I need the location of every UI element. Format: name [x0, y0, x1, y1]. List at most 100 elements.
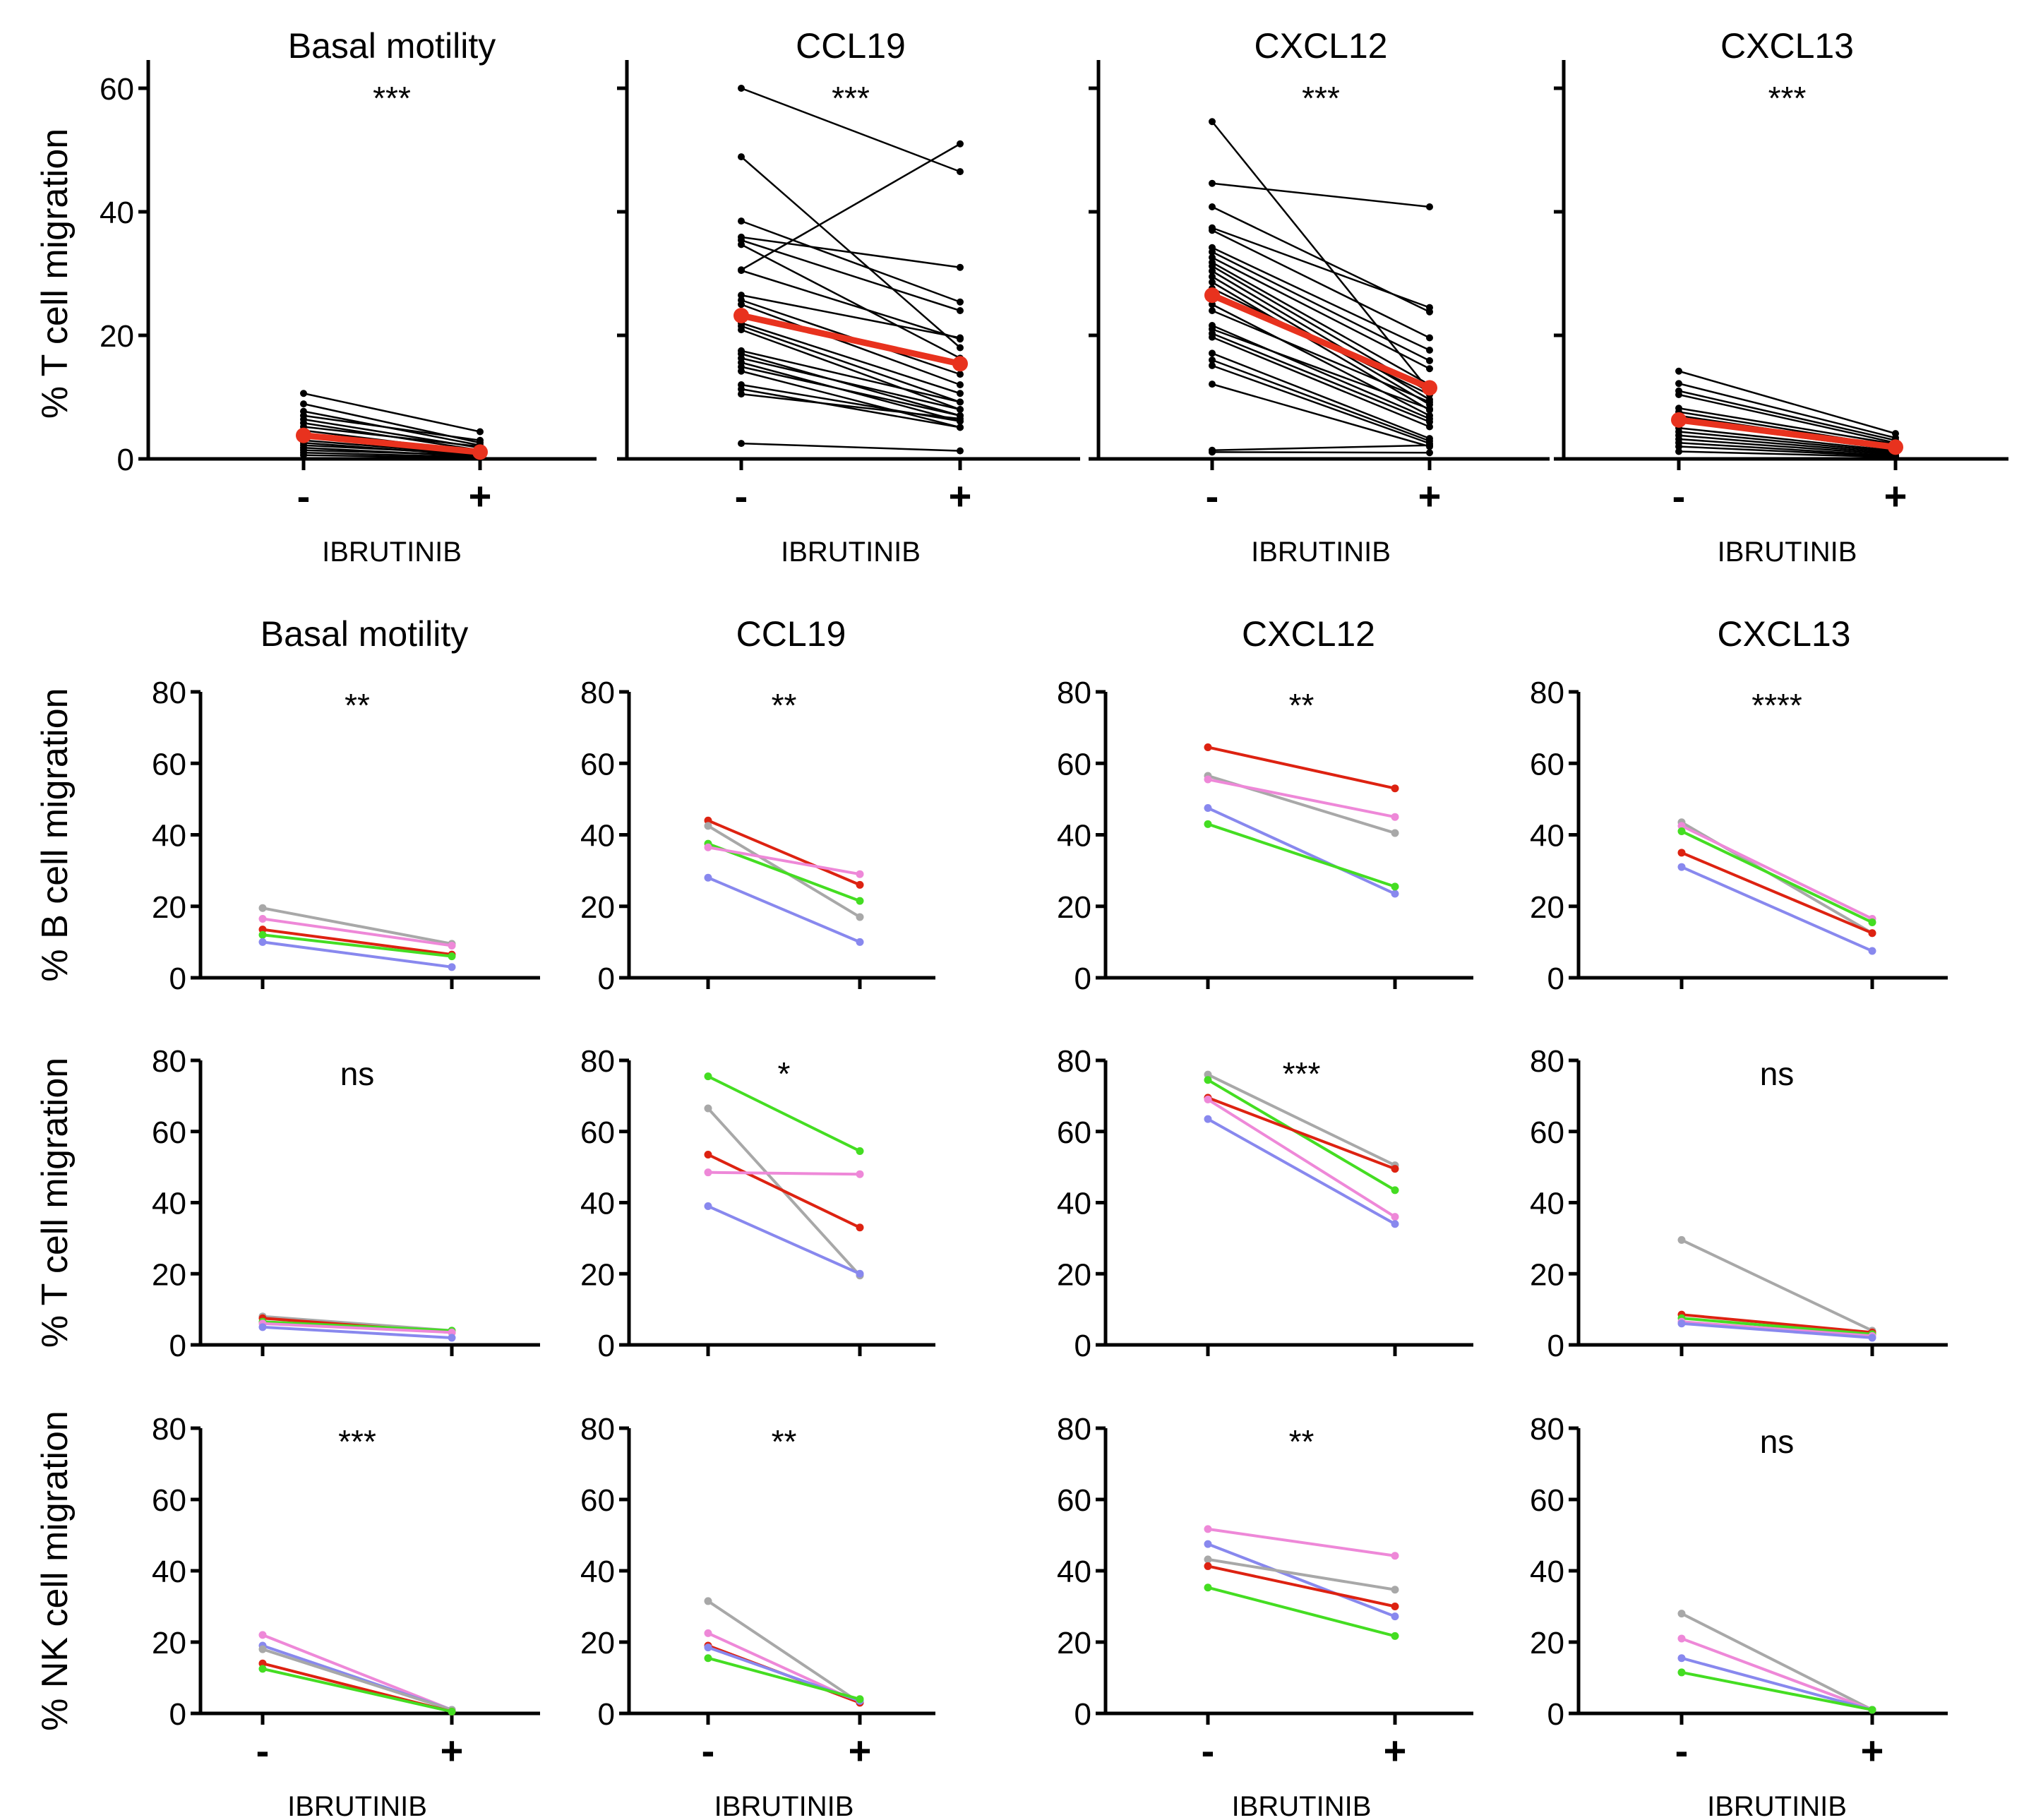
data-point: [258, 1631, 267, 1639]
data-point: [300, 400, 307, 408]
series-line: [1207, 1073, 1396, 1167]
y-tick-label: 80: [152, 1044, 186, 1079]
series-line: [1211, 333, 1430, 423]
x-axis-label: IBRUTINIB: [322, 537, 462, 568]
series-red: [704, 816, 864, 889]
series-line: [1681, 1637, 1873, 1711]
series-blue: [1677, 863, 1876, 955]
data-point: [1209, 118, 1216, 126]
series-line: [262, 1648, 453, 1711]
significance-label: **: [1289, 1423, 1315, 1460]
data-point: [1204, 820, 1212, 828]
y-tick-label: 20: [152, 890, 186, 925]
series-line: [1681, 866, 1873, 952]
series-line: [1211, 444, 1430, 451]
data-point: [957, 406, 964, 413]
data-point: [258, 930, 267, 939]
data-point: [856, 1223, 864, 1232]
series-line: [1206, 1078, 1396, 1192]
series-red: [704, 1150, 864, 1232]
series-donor: [1209, 253, 1433, 373]
series-line: [741, 442, 961, 452]
data-point: [957, 168, 964, 176]
series-line: [741, 143, 961, 271]
data-point: [738, 153, 745, 161]
panel-nk-basal: 0 20 40 60 80 *** - + IBRUTINIB % NK cell migrati…: [35, 1411, 540, 1820]
significance-label: ***: [1768, 80, 1807, 116]
significance-label: ***: [373, 80, 411, 116]
series-red: [1204, 743, 1399, 793]
y-tick-label: 60: [1057, 1483, 1091, 1518]
data-point: [957, 140, 964, 148]
data-point: [738, 440, 745, 448]
series-line: [741, 328, 961, 411]
data-point: [738, 267, 745, 275]
data-point: [1426, 398, 1433, 406]
series-line: [1211, 229, 1430, 339]
data-point: [704, 1168, 712, 1177]
data-point: [1204, 1115, 1212, 1123]
series-gray: [1677, 1610, 1876, 1714]
data-point: [1391, 1552, 1399, 1560]
series-line: [1207, 806, 1396, 895]
series-line: [262, 1322, 453, 1334]
x-category-label: -: [735, 474, 748, 518]
series-line: [741, 304, 961, 386]
mean-point: [472, 444, 488, 460]
series-line: [262, 1634, 453, 1711]
data-point: [258, 1665, 267, 1673]
y-tick-label: 80: [1530, 1044, 1564, 1079]
series-line: [303, 426, 481, 448]
series-line: [707, 1600, 861, 1704]
series-line: [741, 366, 961, 417]
y-tick-label: 60: [100, 72, 134, 107]
y-axis-label: % T cell migration: [35, 128, 76, 419]
series-line: [262, 906, 453, 945]
series-red: [1204, 1562, 1399, 1610]
significance-label: ****: [1751, 687, 1802, 724]
y-tick-label: 20: [580, 1626, 615, 1660]
y-tick-label: 80: [1057, 676, 1091, 710]
x-category-label: +: [949, 474, 972, 518]
panel-title: CCL19: [796, 26, 906, 66]
series-green: [704, 1654, 864, 1704]
data-point: [1677, 1235, 1686, 1244]
data-point: [957, 344, 964, 352]
series-green: [1677, 1668, 1876, 1714]
series-line: [1207, 1096, 1396, 1171]
data-point: [856, 1170, 864, 1178]
series-line: [303, 414, 481, 441]
panel-title: CXCL13: [1718, 614, 1851, 654]
series-line: [1211, 246, 1430, 352]
data-point: [1209, 179, 1216, 187]
series-line: [303, 454, 481, 459]
series-line: [1207, 1118, 1396, 1226]
data-point: [1677, 822, 1686, 830]
data-point: [1204, 1095, 1212, 1103]
y-tick-label: 80: [152, 1412, 186, 1447]
data-point: [957, 398, 964, 406]
y-tick-label: 0: [598, 1697, 615, 1732]
y-tick-label: 0: [169, 1329, 186, 1363]
data-point: [738, 326, 745, 334]
data-point: [448, 1334, 456, 1342]
data-point: [704, 1597, 712, 1605]
series-line: [741, 269, 961, 340]
series-line: [1678, 407, 1896, 445]
data-point: [856, 913, 864, 921]
data-point: [258, 904, 267, 912]
x-category-label: -: [1672, 474, 1686, 518]
data-point: [1209, 268, 1216, 275]
series-line: [741, 370, 961, 429]
significance-label: ***: [1283, 1055, 1321, 1092]
series-line: [1681, 1322, 1873, 1339]
y-tick-label: 60: [152, 1115, 186, 1150]
panel-t-cxcl13: 0 20 40 60 80 ns: [1530, 1044, 1948, 1363]
series-line: [303, 393, 481, 433]
data-point: [1677, 863, 1686, 871]
data-point: [738, 301, 745, 309]
data-point: [1391, 1213, 1399, 1221]
series-green: [704, 1072, 864, 1155]
data-point: [856, 880, 864, 889]
x-category-label: +: [1884, 474, 1908, 518]
